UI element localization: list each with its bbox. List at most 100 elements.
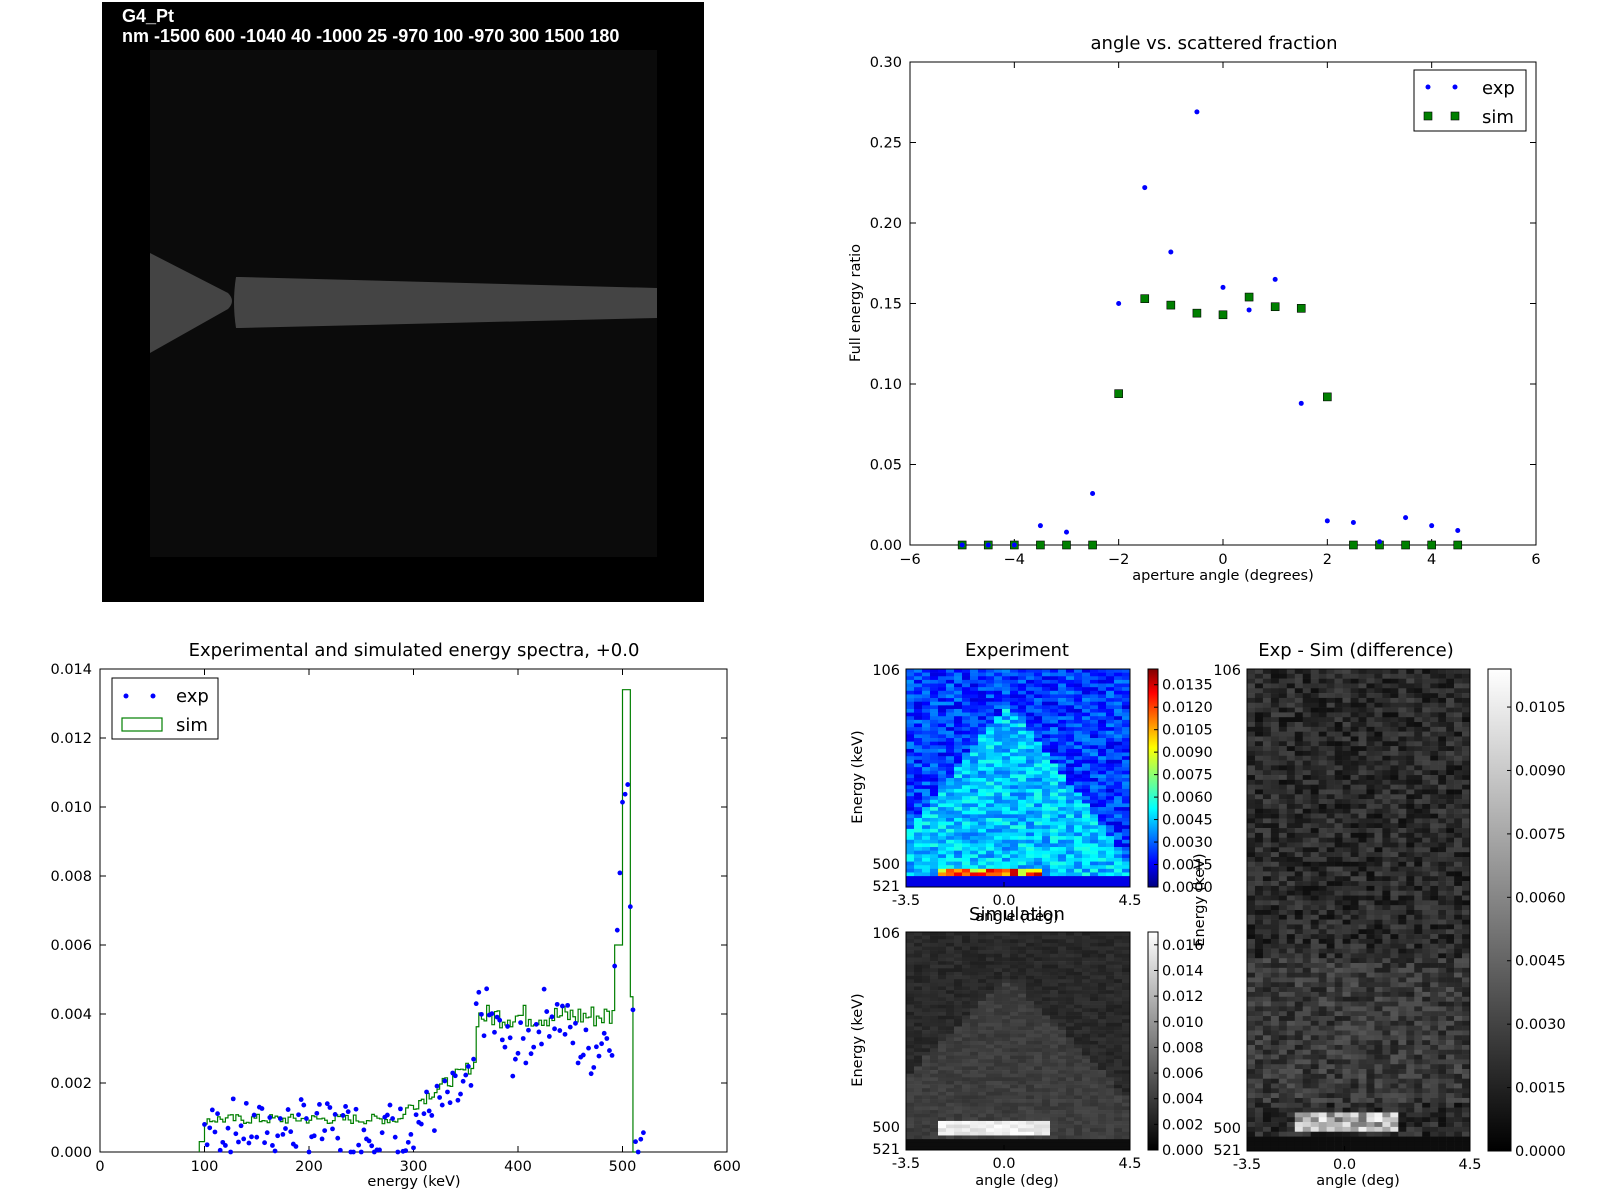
heatmap-cell (922, 748, 931, 753)
exp-point (429, 1113, 435, 1118)
heatmap-cell (1114, 796, 1123, 801)
heatmap-cell (1034, 738, 1043, 742)
heatmap-cell (914, 672, 923, 677)
heatmap-cell (906, 814, 915, 819)
heatmap-cell (1034, 872, 1043, 877)
heatmap-cell (1058, 672, 1067, 677)
heatmap-cell (1342, 678, 1351, 684)
heatmap-cell (1098, 672, 1107, 677)
heatmap-cell (1010, 1037, 1019, 1042)
heatmap-cell (914, 1102, 923, 1107)
heatmap-cell (1446, 861, 1455, 867)
heatmap-cell (1302, 722, 1312, 728)
heatmap-cell (1074, 946, 1083, 951)
heatmap-cell (1018, 683, 1027, 688)
heatmap-cell (1082, 957, 1091, 962)
heatmap-cell (1454, 847, 1463, 853)
heatmap-cell (938, 752, 947, 757)
heatmap-cell (1122, 1022, 1131, 1027)
heatmap-cell (1286, 852, 1296, 858)
heatmap-cell (1066, 1044, 1075, 1049)
heatmap-cell (1034, 1106, 1043, 1111)
heatmap-cell (1042, 993, 1051, 998)
heatmap-cell (986, 727, 995, 732)
heatmap-cell (954, 939, 963, 944)
exp-point (285, 1107, 291, 1112)
heatmap-cell (938, 1128, 947, 1133)
heatmap-cell (1018, 752, 1027, 757)
heatmap-cell (994, 767, 1003, 772)
heatmap-cell (938, 712, 947, 717)
heatmap-cell (1050, 868, 1059, 873)
heatmap-cell (1042, 796, 1051, 801)
exp-point (630, 1007, 636, 1013)
heatmap-cell (1106, 1091, 1115, 1096)
heatmap-cell (1026, 687, 1035, 692)
heatmap-cell (946, 993, 955, 998)
heatmap-cell (978, 745, 987, 750)
heatmap-cell (970, 1015, 979, 1020)
heatmap-cell (954, 961, 963, 965)
heatmap-cell (954, 817, 963, 822)
heatmap-cell (938, 1030, 947, 1035)
heatmap-cell (1454, 678, 1463, 684)
heatmap-cell (1278, 866, 1288, 872)
heatmap-cell (1050, 876, 1059, 881)
heatmap-cell (1406, 808, 1415, 814)
heatmap-cell (914, 942, 923, 947)
heatmap-cell (986, 1022, 995, 1027)
heatmap-cell (1414, 799, 1423, 805)
heatmap-cell (1310, 750, 1319, 757)
heatmap-cell (1106, 1124, 1115, 1129)
heatmap-cell (1034, 876, 1043, 881)
heatmap-cell (1026, 767, 1035, 772)
heatmap-cell (946, 1088, 955, 1093)
heatmap-cell (1342, 876, 1351, 882)
heatmap-cell (1066, 719, 1075, 724)
heatmap-cell (1286, 828, 1296, 834)
heatmap-cell (986, 781, 995, 786)
heatmap-cell (1294, 683, 1304, 689)
heatmap-cell (1034, 964, 1043, 969)
heatmap-cell (906, 690, 915, 695)
heatmap-cell (1010, 741, 1019, 746)
heatmap-cell (1366, 779, 1375, 785)
heatmap-cell (978, 950, 987, 955)
heatmap-cell (1066, 953, 1075, 958)
heatmap-cell (1066, 968, 1075, 973)
heatmap-cell (1358, 707, 1367, 713)
heatmap-cell (1042, 781, 1051, 786)
heatmap-cell (906, 778, 915, 782)
heatmap-cell (954, 676, 963, 681)
exp-point (217, 1147, 223, 1153)
y-axis-label: Full energy ratio (848, 244, 864, 362)
heatmap-cell (1042, 752, 1051, 757)
heatmap-cell (1122, 961, 1131, 965)
heatmap-cell (946, 745, 955, 750)
heatmap-cell (946, 939, 955, 944)
heatmap-cell (978, 785, 987, 790)
sim-point (1323, 392, 1332, 402)
heatmap-cell (922, 683, 931, 688)
heatmap-cell (978, 817, 987, 822)
heatmap-cell (1430, 697, 1439, 704)
heatmap-cell (1122, 807, 1131, 811)
heatmap-cell (922, 669, 931, 673)
heatmap-cell (930, 701, 939, 706)
heatmap-cell (1114, 741, 1123, 746)
heatmap-cell (1366, 702, 1375, 708)
heatmap-cell (1278, 789, 1288, 795)
heatmap-cell (1302, 808, 1312, 814)
axis-ticks: 0 100 200 300 400 500 6000.0000.0020.0040.0060… (50, 662, 740, 1175)
heatmap-cell (1074, 1091, 1083, 1096)
heatmap-cell (946, 953, 955, 958)
heatmap-cell (1334, 775, 1343, 781)
heatmap-cell (1074, 876, 1083, 881)
heatmap-cell (954, 1004, 963, 1009)
colorbar-tick-label: 0.0105 (1162, 723, 1213, 739)
heatmap-cell (914, 993, 923, 998)
heatmap-cell (1090, 861, 1099, 866)
heatmap-cell (1398, 726, 1407, 732)
heatmap-cell (1106, 997, 1115, 1002)
heatmap-cell (1050, 788, 1059, 793)
